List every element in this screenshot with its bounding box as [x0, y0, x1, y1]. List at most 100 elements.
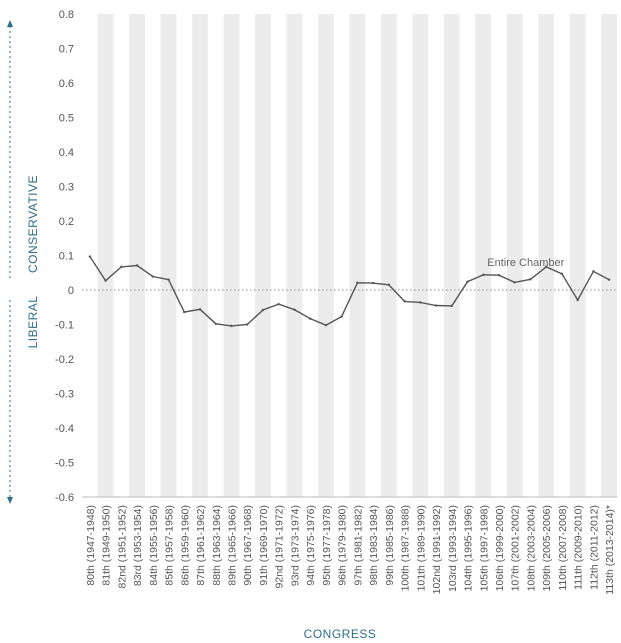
data-point	[387, 283, 391, 287]
column-band	[286, 14, 303, 497]
y-axis-label-conservative: CONSERVATIVE	[26, 175, 40, 273]
data-point	[167, 278, 170, 281]
x-tick-label: 106th (1999-2000)	[494, 505, 506, 591]
column-band	[160, 14, 177, 497]
column-band	[255, 14, 271, 497]
data-point	[198, 308, 202, 311]
data-point	[592, 270, 595, 273]
column-band	[349, 14, 366, 497]
x-tick-label: 111th (2009-2010)	[573, 505, 585, 590]
column-bands	[97, 14, 617, 497]
column-band	[412, 14, 429, 497]
column-band	[601, 14, 617, 497]
data-point	[293, 308, 296, 311]
column-band	[129, 14, 145, 497]
data-point	[482, 273, 485, 277]
y-tick-label: -0.1	[55, 320, 74, 332]
column-band	[569, 14, 586, 497]
x-tick-label: 92nd (1971-1972)	[274, 505, 286, 588]
y-tick-label: 0	[68, 285, 74, 297]
x-tick-label: 88th (1963-1964)	[211, 505, 223, 586]
x-tick-label: 96th (1979-1980)	[337, 505, 349, 586]
x-tick-labels: 80th (1947-1948) 81th (1949-1950) 82nd (19…	[85, 505, 616, 595]
series-label-entire-chamber: Entire Chamber	[487, 257, 564, 269]
data-point	[135, 264, 139, 267]
y-tick-label: 0.6	[59, 78, 74, 90]
y-tick-label: -0.4	[55, 423, 74, 435]
x-tick-label: 90th (1967-1968)	[242, 505, 254, 586]
data-point	[576, 298, 579, 302]
x-tick-label: 101th (1989-1990)	[415, 505, 427, 591]
x-axis-label: CONGRESS	[304, 627, 377, 641]
data-point	[183, 310, 186, 314]
x-tick-label: 95th (1977-1978)	[321, 505, 333, 586]
column-band	[318, 14, 334, 497]
data-point	[497, 273, 501, 277]
series-line-entire-chamber	[89, 256, 610, 327]
y-tick-label: 0.4	[59, 147, 74, 159]
data-point	[340, 315, 343, 318]
y-tick-label: 0.3	[59, 182, 74, 194]
y-tick-label: -0.3	[55, 389, 74, 401]
x-tick-label: 93rd (1973-1974)	[289, 505, 301, 586]
x-tick-label: 98th (1983-1984)	[368, 505, 380, 586]
data-point	[261, 308, 265, 312]
x-tick-label: 85th (1957-1958)	[164, 505, 176, 586]
y-tick-label: -0.5	[55, 458, 74, 470]
data-point	[88, 255, 92, 258]
data-point	[214, 322, 217, 326]
column-band	[223, 14, 240, 497]
x-tick-label: 102nd (1991-1992)	[431, 505, 443, 594]
data-point	[246, 323, 249, 326]
x-tick-label: 110th (2007-2008)	[557, 505, 569, 591]
data-point	[544, 265, 548, 269]
data-point	[403, 300, 406, 303]
column-band	[380, 14, 397, 497]
y-tick-label: 0.5	[59, 113, 74, 125]
y-tick-label: 0.7	[59, 44, 74, 56]
y-tick-labels: 0.8 0.7 0.6 0.5 0.4 0.3 0.2 0.1 0 -0.1 -0.2 -0.3 -0.…	[55, 9, 74, 504]
data-point	[434, 304, 438, 307]
series-points	[88, 255, 611, 328]
x-tick-label: 108th (2003-2004)	[525, 505, 537, 591]
x-tick-label: 113th (2013-2014)*	[604, 505, 616, 595]
data-point	[356, 281, 359, 284]
x-tick-label: 80th (1947-1948)	[85, 505, 97, 586]
x-tick-label: 94th (1975-1976)	[305, 505, 317, 586]
x-tick-label: 84th (1955-1956)	[148, 505, 160, 586]
data-point	[371, 281, 375, 285]
y-tick-label: -0.2	[55, 354, 74, 366]
y-tick-label: -0.6	[55, 492, 74, 504]
y-tick-label: 0.1	[59, 251, 74, 263]
column-band	[443, 14, 460, 497]
data-point	[607, 278, 611, 281]
x-tick-label: 81th (1949-1950)	[101, 505, 113, 586]
column-band	[192, 14, 208, 497]
column-band	[538, 14, 555, 497]
arrow-down-icon	[7, 497, 13, 504]
x-tick-label: 86th (1959-1960)	[179, 505, 191, 586]
data-point	[324, 323, 328, 327]
x-tick-label: 104th (1995-1996)	[463, 505, 475, 591]
arrow-up-icon	[7, 20, 13, 27]
data-point	[230, 324, 233, 328]
x-tick-label: 91th (1969-1970)	[258, 505, 270, 586]
y-axis-label-liberal: LIBERAL	[26, 296, 40, 349]
x-tick-label: 100th (1987-1988)	[400, 505, 412, 591]
data-point	[120, 265, 123, 269]
data-point	[529, 278, 532, 281]
data-point	[151, 275, 155, 278]
x-tick-label: 105th (1997-1998)	[478, 505, 490, 591]
x-tick-label: 103rd (1993-1994)	[447, 505, 459, 592]
column-band	[97, 14, 114, 497]
x-tick-label: 97th (1981-1982)	[352, 505, 364, 586]
data-point	[277, 302, 280, 306]
x-tick-label: 82nd (1951-1952)	[116, 505, 128, 588]
x-tick-label: 87th (1961-1962)	[195, 505, 207, 586]
data-point	[308, 317, 312, 320]
data-point	[104, 279, 107, 282]
data-point	[466, 280, 469, 283]
x-tick-label: 89th (1965-1966)	[226, 505, 238, 586]
y-tick-label: 0.8	[59, 9, 74, 21]
